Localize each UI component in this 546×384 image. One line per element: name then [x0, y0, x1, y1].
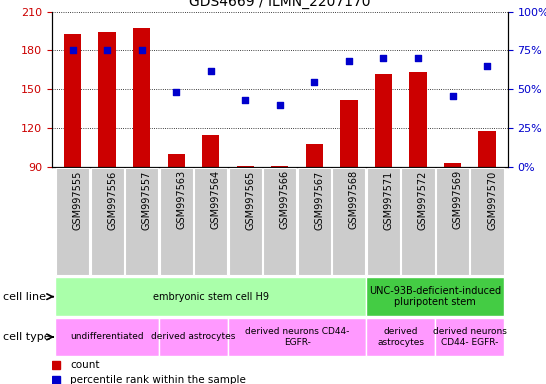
- Bar: [340, 100, 358, 284]
- Bar: [125, 168, 158, 275]
- Text: GSM997567: GSM997567: [314, 170, 324, 230]
- Point: [379, 55, 388, 61]
- Bar: [436, 168, 469, 275]
- Bar: [159, 318, 228, 356]
- Bar: [410, 73, 426, 284]
- Bar: [444, 163, 461, 284]
- Bar: [236, 166, 254, 284]
- Point: [310, 78, 319, 84]
- Bar: [263, 168, 296, 275]
- Bar: [159, 168, 193, 275]
- Text: GSM997556: GSM997556: [107, 170, 117, 230]
- Point: [68, 47, 77, 53]
- Point: [448, 93, 457, 99]
- Point: [137, 47, 146, 53]
- Bar: [194, 168, 227, 275]
- Text: GSM997572: GSM997572: [418, 170, 428, 230]
- Bar: [55, 318, 159, 356]
- Text: cell line: cell line: [3, 291, 46, 302]
- Text: derived neurons CD44-
EGFR-: derived neurons CD44- EGFR-: [245, 327, 349, 347]
- Bar: [98, 32, 116, 284]
- Text: undifferentiated: undifferentiated: [70, 333, 144, 341]
- Bar: [435, 318, 505, 356]
- Bar: [168, 154, 185, 284]
- Text: GSM997568: GSM997568: [349, 170, 359, 230]
- Bar: [91, 168, 124, 275]
- Text: GSM997563: GSM997563: [176, 170, 186, 230]
- Bar: [401, 168, 435, 275]
- Bar: [55, 277, 366, 316]
- Point: [414, 55, 423, 61]
- Bar: [56, 168, 89, 275]
- Bar: [271, 166, 288, 284]
- Text: GSM997570: GSM997570: [487, 170, 497, 230]
- Bar: [306, 144, 323, 284]
- Text: GSM997564: GSM997564: [211, 170, 221, 230]
- Point: [483, 63, 491, 69]
- Text: derived
astrocytes: derived astrocytes: [377, 327, 424, 347]
- Text: GSM997566: GSM997566: [280, 170, 290, 230]
- Bar: [366, 318, 435, 356]
- Bar: [471, 168, 503, 275]
- Point: [172, 89, 181, 96]
- Bar: [64, 33, 81, 284]
- Text: GSM997569: GSM997569: [453, 170, 462, 230]
- Text: derived neurons
CD44- EGFR-: derived neurons CD44- EGFR-: [433, 327, 507, 347]
- Text: GSM997555: GSM997555: [73, 170, 82, 230]
- Text: GSM997557: GSM997557: [141, 170, 152, 230]
- Bar: [202, 135, 219, 284]
- Text: percentile rank within the sample: percentile rank within the sample: [70, 375, 246, 384]
- Bar: [375, 74, 392, 284]
- Bar: [229, 168, 262, 275]
- Text: UNC-93B-deficient-induced
pluripotent stem: UNC-93B-deficient-induced pluripotent st…: [369, 286, 501, 308]
- Point: [103, 47, 111, 53]
- Bar: [366, 277, 505, 316]
- Point: [206, 68, 215, 74]
- Text: derived astrocytes: derived astrocytes: [151, 333, 236, 341]
- Text: GSM997571: GSM997571: [383, 170, 394, 230]
- Bar: [298, 168, 331, 275]
- Bar: [228, 318, 366, 356]
- Bar: [367, 168, 400, 275]
- Text: cell type: cell type: [3, 332, 50, 342]
- Bar: [478, 131, 496, 284]
- Bar: [133, 28, 150, 284]
- Point: [241, 97, 250, 103]
- Text: count: count: [70, 360, 99, 370]
- Text: GSM997565: GSM997565: [245, 170, 256, 230]
- Title: GDS4669 / ILMN_2207170: GDS4669 / ILMN_2207170: [189, 0, 371, 9]
- Point: [276, 102, 284, 108]
- Bar: [333, 168, 365, 275]
- Text: embryonic stem cell H9: embryonic stem cell H9: [153, 291, 269, 302]
- Point: [345, 58, 353, 65]
